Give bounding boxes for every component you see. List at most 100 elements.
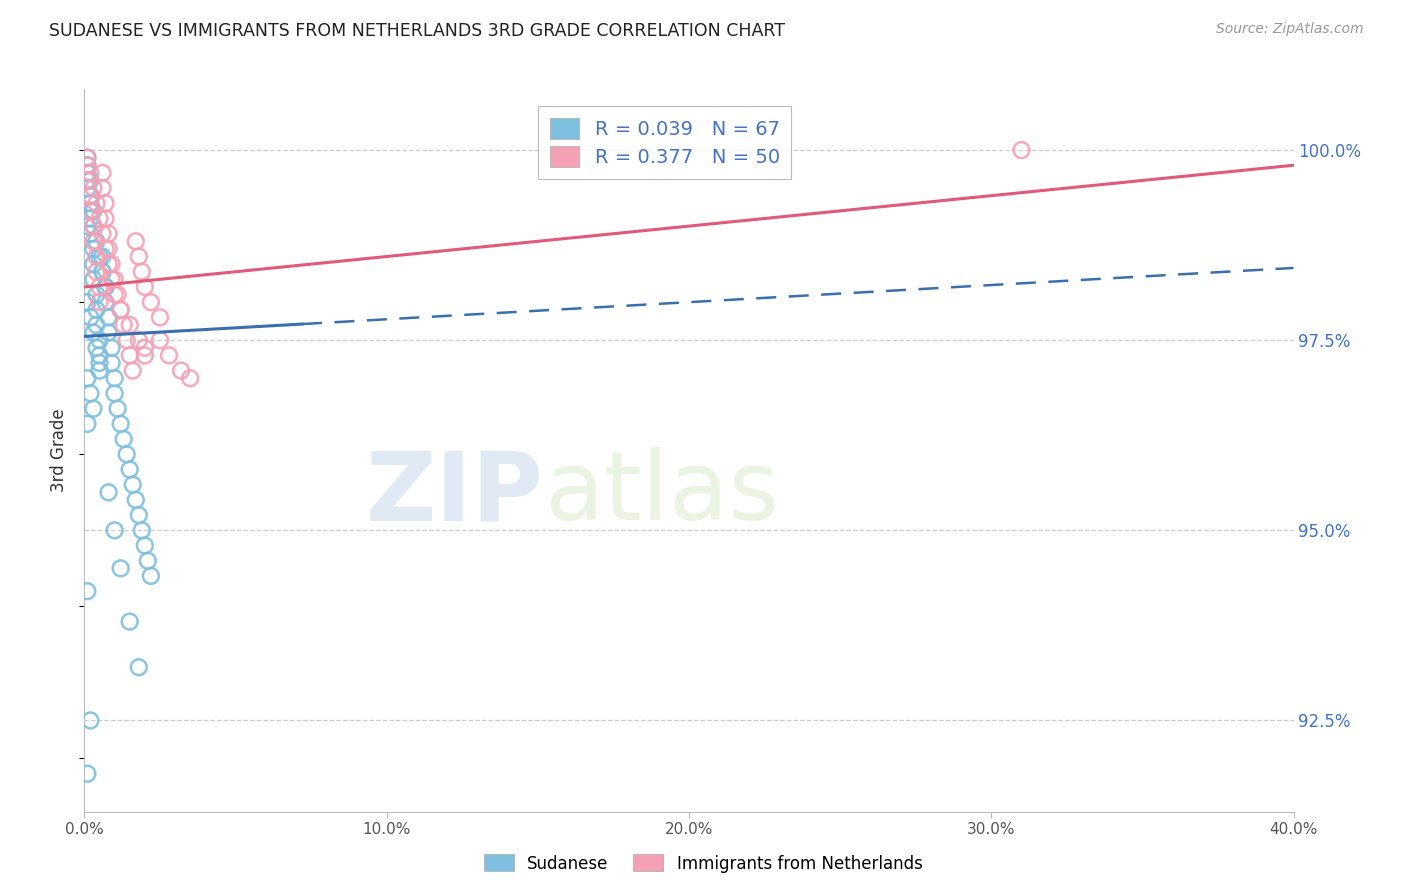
Point bbox=[94, 196, 117, 211]
Point bbox=[121, 477, 143, 491]
Point bbox=[100, 257, 122, 271]
Point bbox=[136, 554, 159, 568]
Point bbox=[76, 166, 98, 180]
Point bbox=[110, 302, 132, 317]
Point bbox=[86, 341, 108, 355]
Text: Source: ZipAtlas.com: Source: ZipAtlas.com bbox=[1216, 22, 1364, 37]
Point bbox=[94, 211, 117, 226]
Point bbox=[76, 173, 98, 187]
Point bbox=[76, 295, 98, 310]
Point bbox=[104, 524, 127, 538]
Point bbox=[86, 235, 108, 249]
Point bbox=[91, 166, 114, 180]
Point bbox=[79, 227, 101, 241]
Point bbox=[118, 348, 141, 362]
Point bbox=[115, 333, 138, 347]
Legend: R = 0.039   N = 67, R = 0.377   N = 50: R = 0.039 N = 67, R = 0.377 N = 50 bbox=[538, 106, 792, 178]
Point bbox=[149, 310, 172, 325]
Point bbox=[91, 227, 114, 241]
Point bbox=[79, 188, 101, 202]
Point bbox=[91, 181, 114, 195]
Point bbox=[134, 341, 156, 355]
Point bbox=[112, 432, 135, 446]
Point bbox=[82, 219, 104, 233]
Point bbox=[86, 265, 108, 279]
Point bbox=[86, 302, 108, 317]
Point bbox=[125, 492, 148, 507]
Point bbox=[82, 242, 104, 256]
Point bbox=[89, 356, 111, 370]
Point bbox=[118, 462, 141, 476]
Point bbox=[94, 242, 117, 256]
Point bbox=[86, 287, 108, 301]
Point bbox=[91, 265, 114, 279]
Point bbox=[1011, 143, 1033, 157]
Text: atlas: atlas bbox=[544, 447, 779, 541]
Point bbox=[76, 158, 98, 172]
Point bbox=[157, 348, 180, 362]
Point bbox=[104, 386, 127, 401]
Point bbox=[89, 211, 111, 226]
Point bbox=[97, 242, 120, 256]
Point bbox=[76, 584, 98, 599]
Point bbox=[91, 250, 114, 264]
Point bbox=[97, 485, 120, 500]
Point bbox=[86, 196, 108, 211]
Point bbox=[89, 295, 111, 310]
Legend: Sudanese, Immigrants from Netherlands: Sudanese, Immigrants from Netherlands bbox=[477, 847, 929, 880]
Text: SUDANESE VS IMMIGRANTS FROM NETHERLANDS 3RD GRADE CORRELATION CHART: SUDANESE VS IMMIGRANTS FROM NETHERLANDS … bbox=[49, 22, 785, 40]
Point bbox=[82, 235, 104, 249]
Point bbox=[134, 539, 156, 553]
Point bbox=[107, 287, 129, 301]
Point bbox=[112, 318, 135, 332]
Point bbox=[128, 333, 150, 347]
Point bbox=[82, 219, 104, 233]
Point bbox=[79, 386, 101, 401]
Point bbox=[94, 295, 117, 310]
Point bbox=[134, 280, 156, 294]
Point bbox=[100, 341, 122, 355]
Point bbox=[110, 561, 132, 575]
Point bbox=[97, 310, 120, 325]
Point bbox=[82, 272, 104, 286]
Point bbox=[76, 151, 98, 165]
Point bbox=[89, 363, 111, 377]
Point bbox=[131, 265, 153, 279]
Point bbox=[89, 333, 111, 347]
Point bbox=[97, 227, 120, 241]
Point bbox=[121, 363, 143, 377]
Point bbox=[82, 401, 104, 416]
Point bbox=[170, 363, 193, 377]
Point bbox=[128, 660, 150, 674]
Point bbox=[118, 615, 141, 629]
Y-axis label: 3rd Grade: 3rd Grade bbox=[51, 409, 69, 492]
Point bbox=[97, 257, 120, 271]
Point bbox=[76, 219, 98, 233]
Point bbox=[79, 188, 101, 202]
Point bbox=[82, 203, 104, 218]
Point bbox=[86, 318, 108, 332]
Point bbox=[76, 181, 98, 195]
Point bbox=[79, 173, 101, 187]
Point bbox=[76, 173, 98, 187]
Point bbox=[104, 272, 127, 286]
Point bbox=[139, 295, 162, 310]
Point bbox=[139, 569, 162, 583]
Point bbox=[100, 272, 122, 286]
Point bbox=[110, 302, 132, 317]
Point bbox=[79, 188, 101, 202]
Point bbox=[79, 714, 101, 728]
Point bbox=[89, 348, 111, 362]
Point bbox=[104, 287, 127, 301]
Point bbox=[76, 158, 98, 172]
Point bbox=[82, 326, 104, 340]
Point bbox=[104, 371, 127, 385]
Point bbox=[79, 166, 101, 180]
Point bbox=[79, 203, 101, 218]
Point bbox=[89, 280, 111, 294]
Point bbox=[86, 250, 108, 264]
Point bbox=[89, 250, 111, 264]
Point bbox=[128, 250, 150, 264]
Point bbox=[76, 151, 98, 165]
Point bbox=[91, 265, 114, 279]
